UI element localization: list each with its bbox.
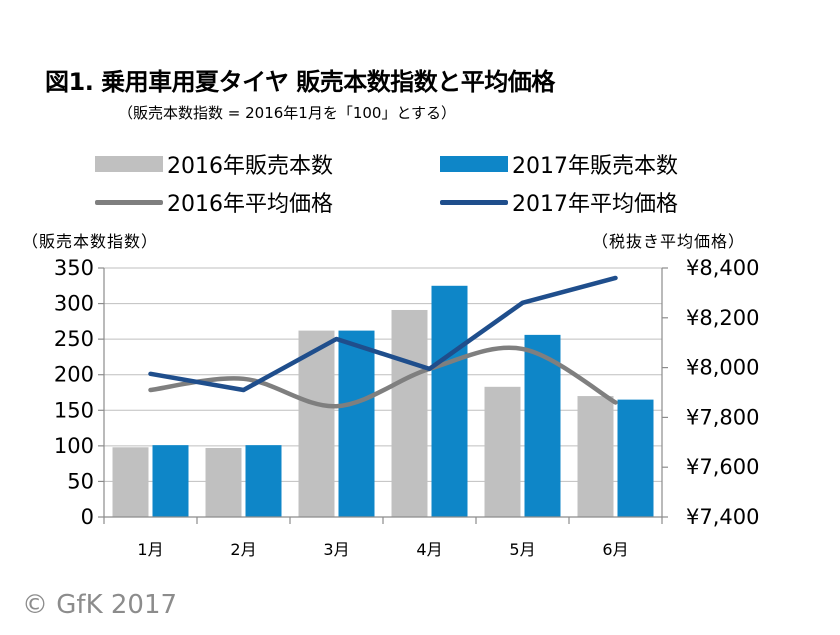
y-tick-label-right: ¥7,800 (686, 405, 759, 429)
y-axis-title-left: （販売本数指数） (22, 232, 159, 251)
legend-item-2017-price: 2017年平均価格 (440, 186, 678, 218)
line-series (148, 275, 618, 393)
y-axis-title-right: （税抜き平均価格） (592, 232, 746, 251)
x-tick-label: 1月 (137, 540, 163, 559)
legend-item-2017-sales: 2017年販売本数 (440, 148, 678, 180)
legend-label-2016-sales: 2016年販売本数 (167, 154, 333, 179)
copyright: © GfK 2017 (22, 590, 178, 620)
y-tick-label-left: 150 (54, 398, 94, 422)
grid-lines (104, 267, 662, 482)
chart-title: 図1. 乗用車用夏タイヤ 販売本数指数と平均価格 (45, 68, 555, 96)
bar (338, 330, 375, 517)
legend-swatch-2017-price (440, 199, 508, 205)
line-series (148, 345, 618, 409)
x-tick-label: 4月 (416, 540, 442, 559)
bar (112, 447, 149, 517)
y-tick-label-right: ¥7,400 (686, 505, 759, 529)
bar (298, 330, 335, 517)
y-tick-label-left: 300 (54, 292, 94, 316)
y-tick-label-left: 0 (81, 505, 94, 529)
y-tick-label-right: ¥8,000 (686, 356, 759, 380)
x-tick-label: 2月 (230, 540, 256, 559)
axes (98, 267, 668, 524)
bars (112, 285, 654, 517)
legend-item-2016-sales: 2016年販売本数 (95, 148, 333, 180)
y-tick-label-left: 100 (54, 434, 94, 458)
legend-swatch-2016-sales (95, 156, 163, 172)
bar (205, 447, 242, 517)
bar (484, 386, 521, 517)
bar (245, 445, 282, 517)
legend-label-2016-price: 2016年平均価格 (167, 192, 333, 217)
y-tick-label-left: 350 (54, 256, 94, 280)
y-tick-label-right: ¥8,200 (686, 306, 759, 330)
bar (152, 445, 189, 517)
x-tick-label: 6月 (602, 540, 628, 559)
legend-swatch-2017-sales (440, 156, 508, 172)
bar (524, 334, 561, 517)
bar (391, 309, 428, 517)
tick-labels: 0 50 100 150 200 250 300 350 ¥7,400 ¥7,600 ¥7,800 ¥… (54, 256, 760, 559)
chart-subtitle: （販売本数指数 = 2016年1月を「100」とする） (118, 104, 457, 122)
legend-item-2016-price: 2016年平均価格 (95, 186, 333, 218)
bar (431, 285, 468, 517)
price-lines (148, 275, 618, 409)
legend-label-2017-sales: 2017年販売本数 (512, 154, 678, 179)
legend-swatch-2016-price (95, 199, 163, 205)
y-tick-label-left: 200 (54, 363, 94, 387)
bar (617, 399, 654, 517)
legend-label-2017-price: 2017年平均価格 (512, 192, 678, 217)
y-tick-label-left: 250 (54, 327, 94, 351)
y-tick-label-left: 50 (67, 469, 94, 493)
x-tick-label: 5月 (509, 540, 535, 559)
x-tick-label: 3月 (323, 540, 349, 559)
y-tick-label-right: ¥8,400 (686, 256, 759, 280)
bar (577, 396, 614, 517)
y-tick-label-right: ¥7,600 (686, 455, 759, 479)
